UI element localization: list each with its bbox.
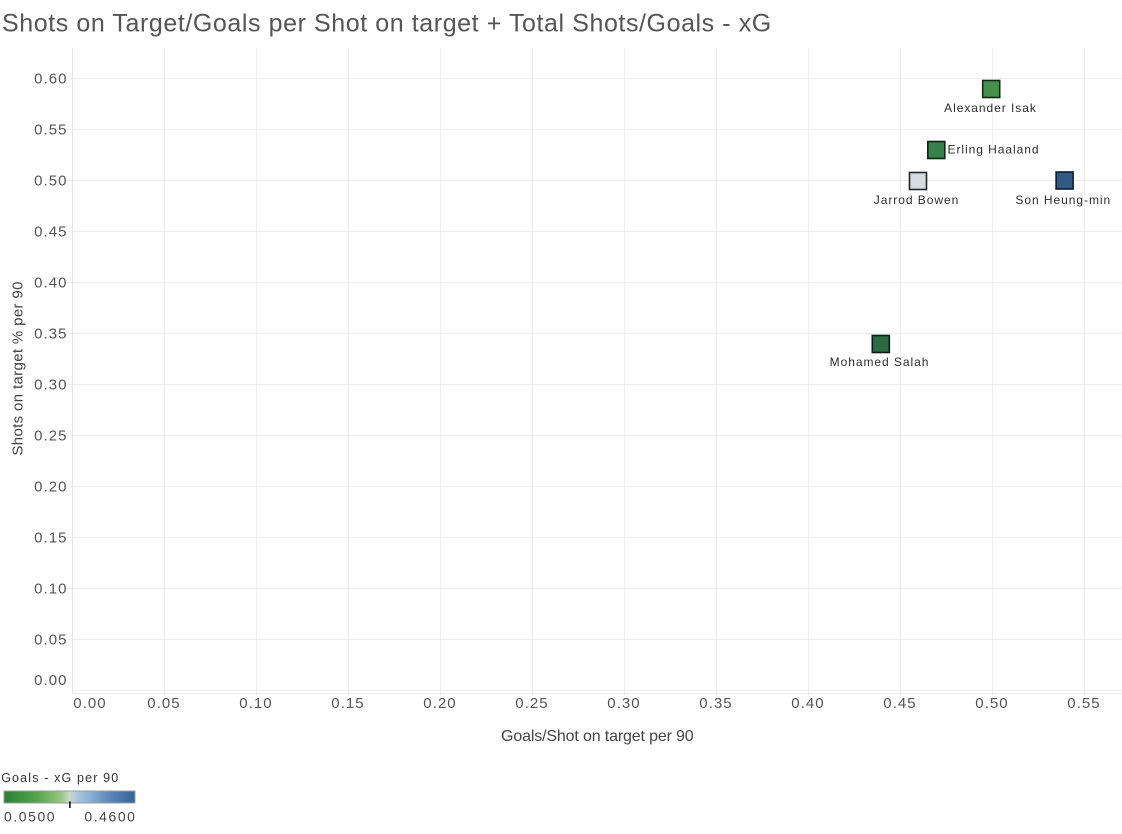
svg-text:0.0500: 0.0500 [4, 809, 56, 825]
svg-text:0.20: 0.20 [423, 695, 456, 712]
svg-text:0.05: 0.05 [34, 632, 67, 649]
svg-text:Son Heung-min: Son Heung-min [1015, 193, 1111, 207]
svg-text:0.25: 0.25 [515, 695, 548, 712]
svg-text:0.60: 0.60 [34, 71, 67, 88]
svg-text:0.15: 0.15 [34, 530, 67, 547]
svg-text:0.40: 0.40 [34, 275, 67, 292]
svg-text:Shots on Target/Goals per Shot: Shots on Target/Goals per Shot on target… [2, 10, 772, 38]
svg-text:0.45: 0.45 [883, 695, 916, 712]
svg-text:0.05: 0.05 [147, 695, 180, 712]
svg-text:0.55: 0.55 [1067, 695, 1100, 712]
svg-text:0.40: 0.40 [791, 695, 824, 712]
svg-text:0.50: 0.50 [34, 173, 67, 190]
svg-text:0.25: 0.25 [34, 428, 67, 445]
svg-text:0.35: 0.35 [699, 695, 732, 712]
svg-text:0.10: 0.10 [34, 581, 67, 598]
svg-text:0.45: 0.45 [34, 224, 67, 241]
svg-text:0.55: 0.55 [34, 122, 67, 139]
svg-text:Shots on target % per 90: Shots on target % per 90 [10, 281, 27, 455]
svg-text:0.00: 0.00 [34, 672, 67, 689]
svg-text:0.15: 0.15 [331, 695, 364, 712]
svg-text:0.4600: 0.4600 [84, 809, 136, 825]
svg-text:0.30: 0.30 [607, 695, 640, 712]
svg-text:0.30: 0.30 [34, 377, 67, 394]
svg-text:Alexander Isak: Alexander Isak [944, 101, 1037, 115]
svg-text:Mohamed Salah: Mohamed Salah [830, 355, 930, 369]
svg-text:Goals/Shot on target per 90: Goals/Shot on target per 90 [501, 728, 694, 745]
svg-text:0.50: 0.50 [975, 695, 1008, 712]
svg-text:0.10: 0.10 [239, 695, 272, 712]
svg-text:0.20: 0.20 [34, 479, 67, 496]
svg-text:Erling Haaland: Erling Haaland [948, 143, 1040, 157]
svg-text:0.00: 0.00 [73, 695, 106, 712]
svg-text:Jarrod Bowen: Jarrod Bowen [874, 193, 959, 207]
svg-text:Goals - xG per 90: Goals - xG per 90 [1, 771, 119, 785]
svg-text:0.35: 0.35 [34, 326, 67, 343]
